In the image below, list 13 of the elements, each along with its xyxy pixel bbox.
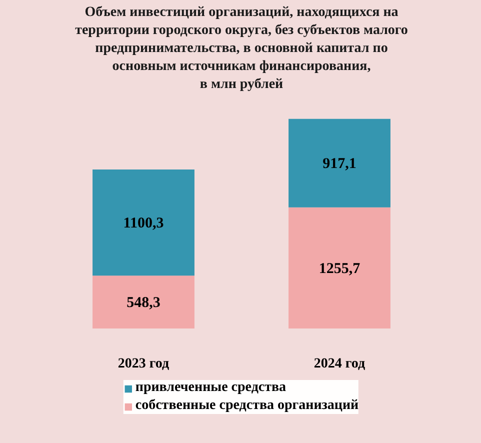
data-label: 1100,3 [123,216,164,232]
bar [92,169,194,276]
data-label: 548,3 [126,295,160,312]
x-tick-label: 2024 год [314,356,366,372]
legend-label: собственные средства организаций [135,398,359,414]
bar [288,207,390,328]
data-label: 1255,7 [318,260,361,277]
data-label: 917,1 [322,156,356,172]
legend-label: привлеченные средства [135,380,286,396]
x-tick-label: 2023 год [118,356,170,372]
bar [288,118,390,208]
chart-title: Объем инвестиций организаций, находящихся на территории городского округа, без субъектов малого предпринимательства, в основной капитал по основным источникам финансирования, в млн рублей [75,5,408,92]
bar [92,276,194,328]
